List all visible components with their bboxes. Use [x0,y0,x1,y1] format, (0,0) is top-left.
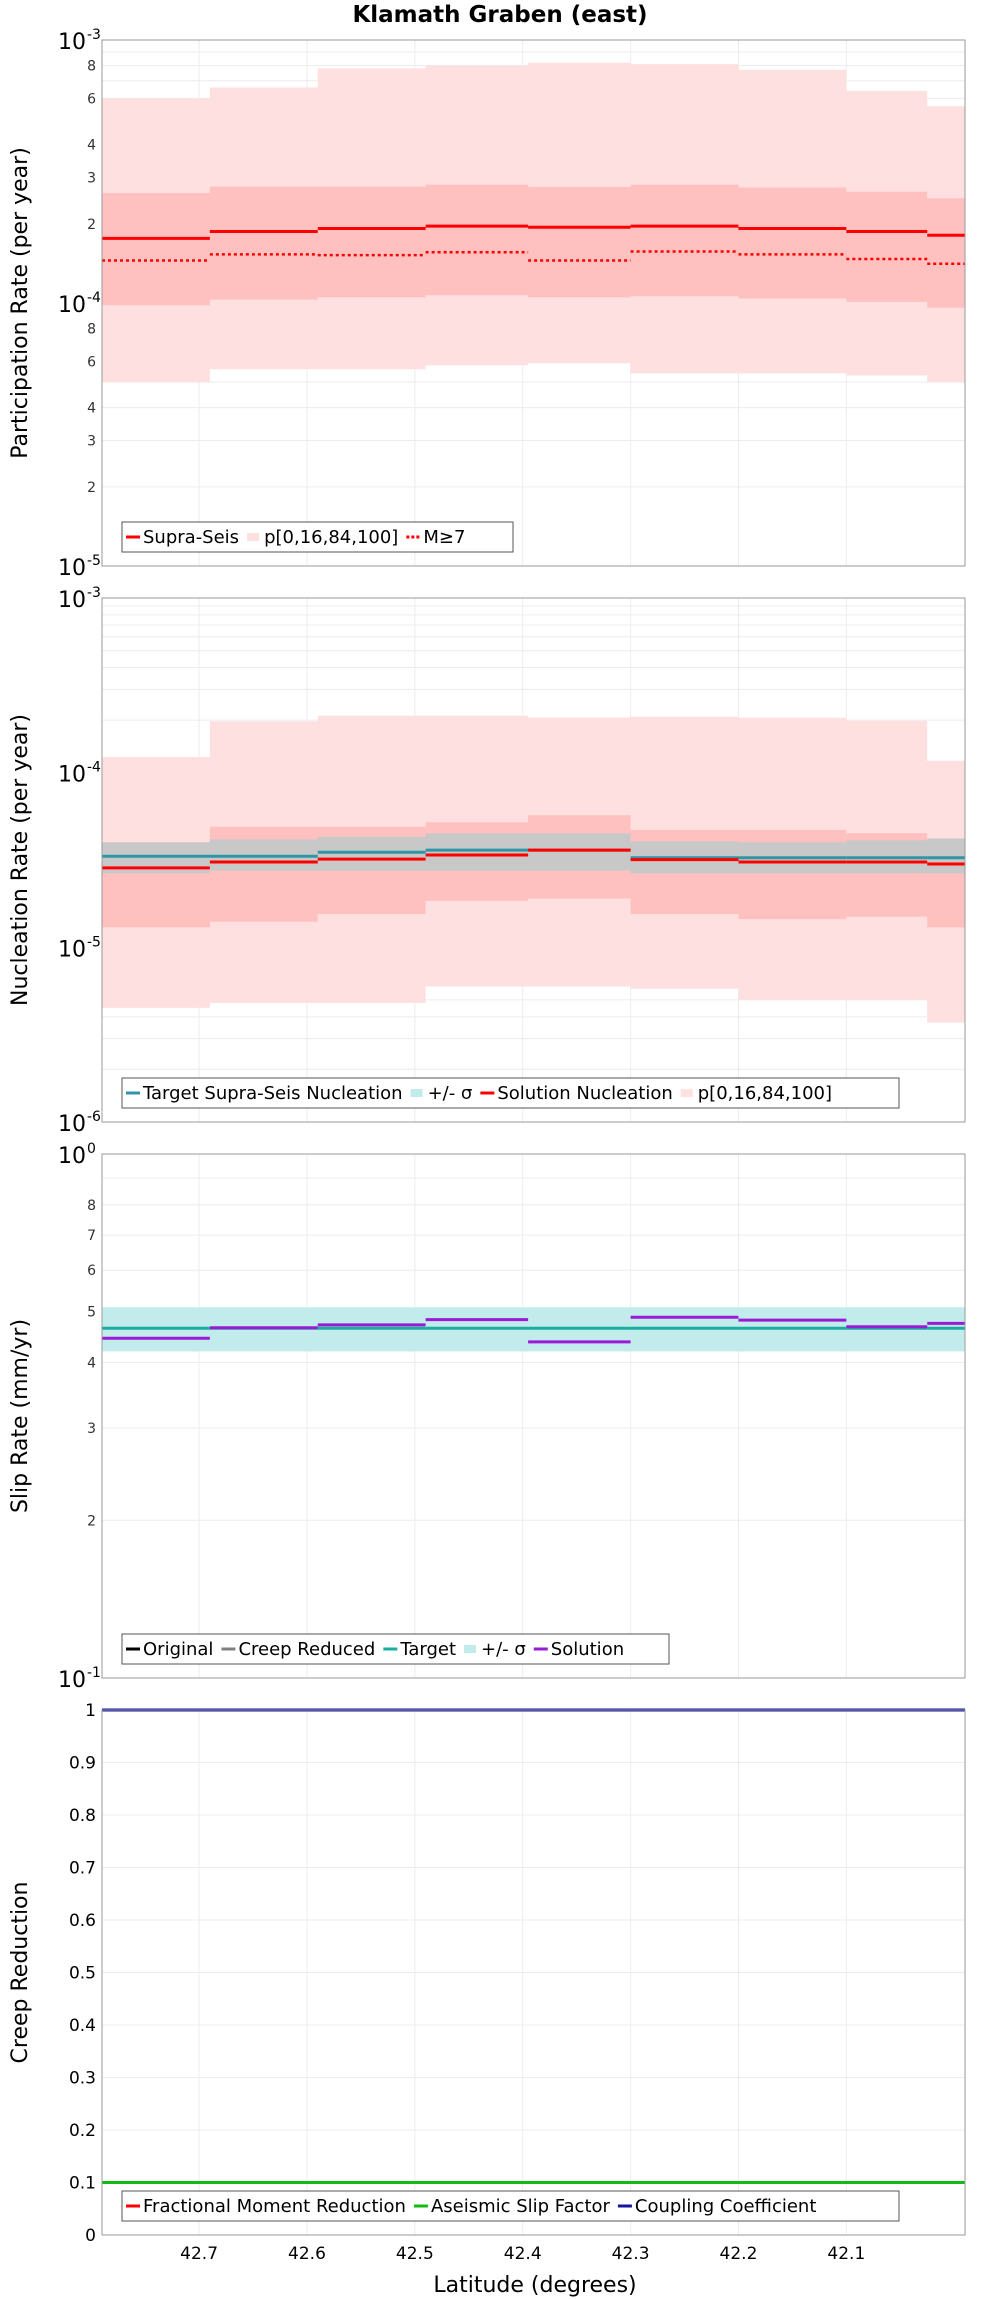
plot-frame [101,597,966,1123]
y-tick-label: 10 [58,1144,86,1169]
y-tick-label: 0.3 [69,2069,96,2089]
figure-title: Klamath Graben (east) [352,2,647,28]
x-tick-label: 42.5 [396,2244,434,2264]
panel-4: 0 0.1 0.2 0.3 0.4 0.5 0.6 0.7 0.8 0.9 1 Creep Reduc… [8,1701,966,2246]
y-tick-label: 7 [87,1228,96,1244]
y-tick-label: 6 [87,91,96,107]
y-axis-label: Nucleation Rate (per year) [8,714,33,1006]
legend-box [121,521,514,553]
y-tick-label: 3 [87,171,96,187]
legend-label: Target Supra-Seis Nucleation [142,1083,403,1104]
y-tick-label: 0.2 [69,2121,96,2141]
x-tick-label: 42.7 [180,2244,218,2264]
legend-box [121,2190,900,2222]
legend-label: Original [143,1639,213,1660]
y-tick-label: 0.4 [69,2016,96,2036]
y-tick-label: 10 [58,937,86,962]
legend: Fractional Moment Reduction Aseismic Slip… [121,2190,900,2222]
y-tick-exponent: -3 [87,585,101,601]
legend-label: p[0,16,84,100] [264,527,398,548]
plot-area [102,1154,965,1678]
legend-swatch [680,1089,693,1097]
y-tick-exponent: -3 [87,27,101,43]
legend-label: M≥7 [423,527,465,548]
y-tick-label: 2 [87,1513,96,1529]
legend-label: +/- σ [481,1639,526,1660]
legend-label: +/- σ [428,1083,473,1104]
x-tick-label: 42.1 [827,2244,865,2264]
y-tick-label: 2 [87,480,96,496]
y-tick-label: 10 [58,556,86,581]
y-tick-exponent: -4 [87,290,101,306]
legend-label: Solution Nucleation [497,1083,672,1104]
y-tick-label: 0.7 [69,1859,96,1879]
legend-label: Fractional Moment Reduction [143,2196,406,2217]
y-tick-label: 6 [87,1263,96,1279]
x-axis-label: Latitude (degrees) [433,2273,636,2298]
y-tick-label: 10 [58,293,86,318]
y-tick-exponent: -1 [87,1665,101,1681]
y-tick-exponent: -5 [87,553,101,569]
y-tick-label: 10 [58,1668,86,1693]
plot-frame [101,39,966,567]
y-tick-exponent: -4 [87,760,101,776]
x-tick-label: 42.3 [612,2244,650,2264]
y-tick-label: 8 [87,1198,96,1214]
y-tick-label: 0.8 [69,1806,96,1826]
y-tick-label: 10 [58,588,86,613]
plot-frame [101,1153,966,1679]
x-tick-label: 42.6 [288,2244,326,2264]
y-tick-label: 0.9 [69,1754,96,1774]
y-tick-label: 0.6 [69,1911,96,1931]
y-tick-label: 8 [87,321,96,337]
y-tick-label: 1 [85,1701,96,1721]
legend-label: Supra-Seis [143,527,239,548]
y-tick-label: 4 [87,1356,96,1372]
legend-box [121,1077,900,1109]
y-axis-label: Creep Reduction [8,1882,33,2064]
legend: Supra-Seis p[0,16,84,100] M≥7 [121,521,514,553]
y-tick-label: 0.1 [69,2174,96,2194]
y-tick-label: 4 [87,138,96,154]
y-tick-label: 6 [87,354,96,370]
legend: Target Supra-Seis Nucleation +/- σ Solutio… [121,1077,900,1109]
legend-label: Aseismic Slip Factor [431,2196,611,2217]
legend-swatch [247,533,260,541]
legend-label: Coupling Coefficient [635,2196,816,2217]
y-tick-label: 0 [85,2226,96,2246]
y-tick-exponent: -5 [87,934,101,950]
legend-swatch [410,1089,423,1097]
legend-label: Creep Reduced [238,1639,375,1660]
plot-frame [101,1709,966,2236]
legend-label: p[0,16,84,100] [698,1083,832,1104]
y-tick-label: 3 [87,1421,96,1437]
legend-swatch [464,1645,476,1653]
x-tick-label: 42.4 [504,2244,542,2264]
y-tick-exponent: -6 [87,1109,101,1125]
legend: Original Creep Reduced Target +/- σ Solution [121,1633,670,1665]
legend-label: Target [399,1639,456,1660]
x-tick-label: 42.2 [720,2244,758,2264]
band-p16-84 [102,184,965,308]
y-axis-label: Slip Rate (mm/yr) [8,1319,33,1513]
y-tick-label: 0.5 [69,1964,96,1984]
y-tick-label: 3 [87,434,96,450]
legend-label: Solution [551,1639,624,1660]
y-tick-exponent: 0 [87,1141,96,1157]
y-tick-label: 8 [87,58,96,74]
y-tick-label: 2 [87,217,96,233]
y-tick-label: 10 [58,30,86,55]
y-tick-label: 4 [87,401,96,417]
y-tick-label: 10 [58,1112,86,1137]
y-tick-label: 5 [87,1305,96,1321]
y-tick-label: 10 [58,763,86,788]
y-axis-label: Participation Rate (per year) [8,147,33,459]
